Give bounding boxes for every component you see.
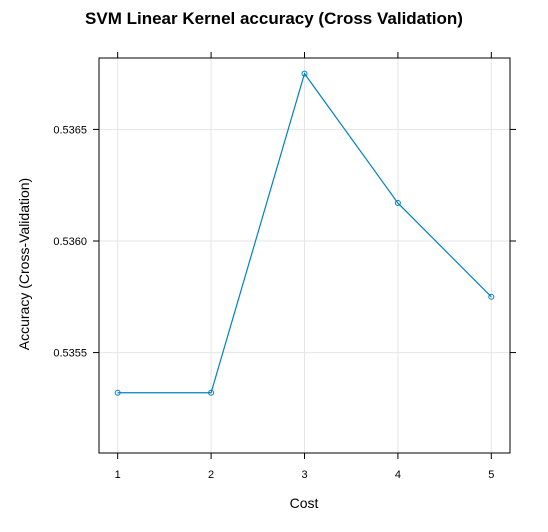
x-tick-label: 5 xyxy=(488,469,494,481)
data-point xyxy=(488,293,495,300)
y-tick-label: 0.5365 xyxy=(53,124,87,136)
x-axis-label: Cost xyxy=(290,495,319,511)
x-tick-label: 2 xyxy=(208,469,214,481)
chart-title: SVM Linear Kernel accuracy (Cross Valida… xyxy=(85,9,463,28)
data-point xyxy=(114,389,121,396)
y-tick-label: 0.5360 xyxy=(53,236,87,248)
x-tick-label: 3 xyxy=(301,469,307,481)
ticks-layer: 1 2 3 4 5 0.5355 0.5360 0.5365 xyxy=(53,52,516,481)
data-point xyxy=(208,389,215,396)
series-line xyxy=(117,72,492,394)
y-axis-label: Accuracy (Cross-Validation) xyxy=(16,178,32,350)
x-tick-label: 4 xyxy=(395,469,401,481)
grid-layer xyxy=(99,58,510,453)
x-tick-label: 1 xyxy=(115,469,121,481)
y-tick-label: 0.5355 xyxy=(53,348,87,360)
data-point xyxy=(301,70,308,77)
data-point xyxy=(394,200,401,207)
series-layer xyxy=(114,70,495,396)
